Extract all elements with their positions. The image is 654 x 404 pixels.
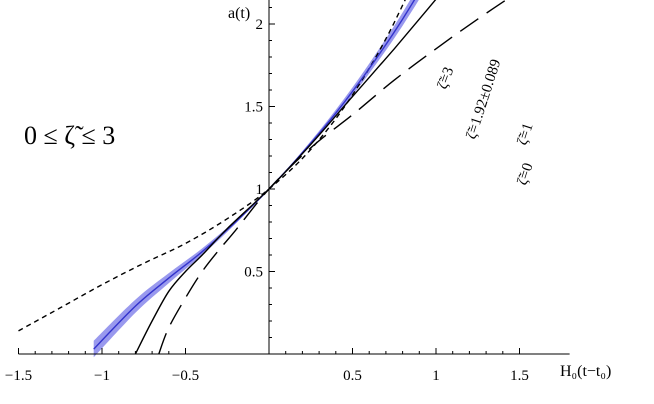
x-tick-label: 0.5	[343, 368, 362, 384]
error-band	[93, 0, 419, 358]
x-tick-label: −1.5	[5, 368, 32, 384]
x-tick-label: −0.5	[172, 368, 199, 384]
series-label-zeta-0: ζ̃=0	[515, 161, 537, 187]
series-layer	[18, 0, 508, 355]
y-tick-label: 1.5	[244, 100, 263, 116]
x-axis-title: H₀(t−t₀)	[560, 363, 611, 380]
series-line-2	[134, 0, 437, 355]
series-line-1	[93, 0, 416, 350]
ticks: −1.5−1−0.50.511.50.511.522.533.5	[5, 7, 529, 384]
series-line-0	[18, 0, 406, 332]
x-tick-label: 1.5	[510, 368, 529, 384]
x-tick-label: 1	[432, 368, 440, 384]
series-label-zeta-3: ζ̃=3	[435, 65, 458, 91]
zeta-range-annotation: 0 ≤ ζ̃ ≤ 3	[24, 121, 115, 150]
axes	[18, 0, 570, 355]
y-tick-label: 0.5	[244, 265, 263, 281]
y-tick-label: 1	[256, 182, 264, 198]
series-label-zeta-1: ζ̃=1	[515, 121, 537, 147]
series-line-3	[158, 0, 508, 355]
error-band-layer	[93, 0, 419, 358]
y-tick-label: 2	[256, 17, 264, 33]
series-label-zeta-fit: ζ̃=1.92±0.089	[464, 57, 505, 141]
y-axis-title: a(t)	[228, 5, 250, 22]
x-tick-label: −1	[94, 368, 110, 384]
